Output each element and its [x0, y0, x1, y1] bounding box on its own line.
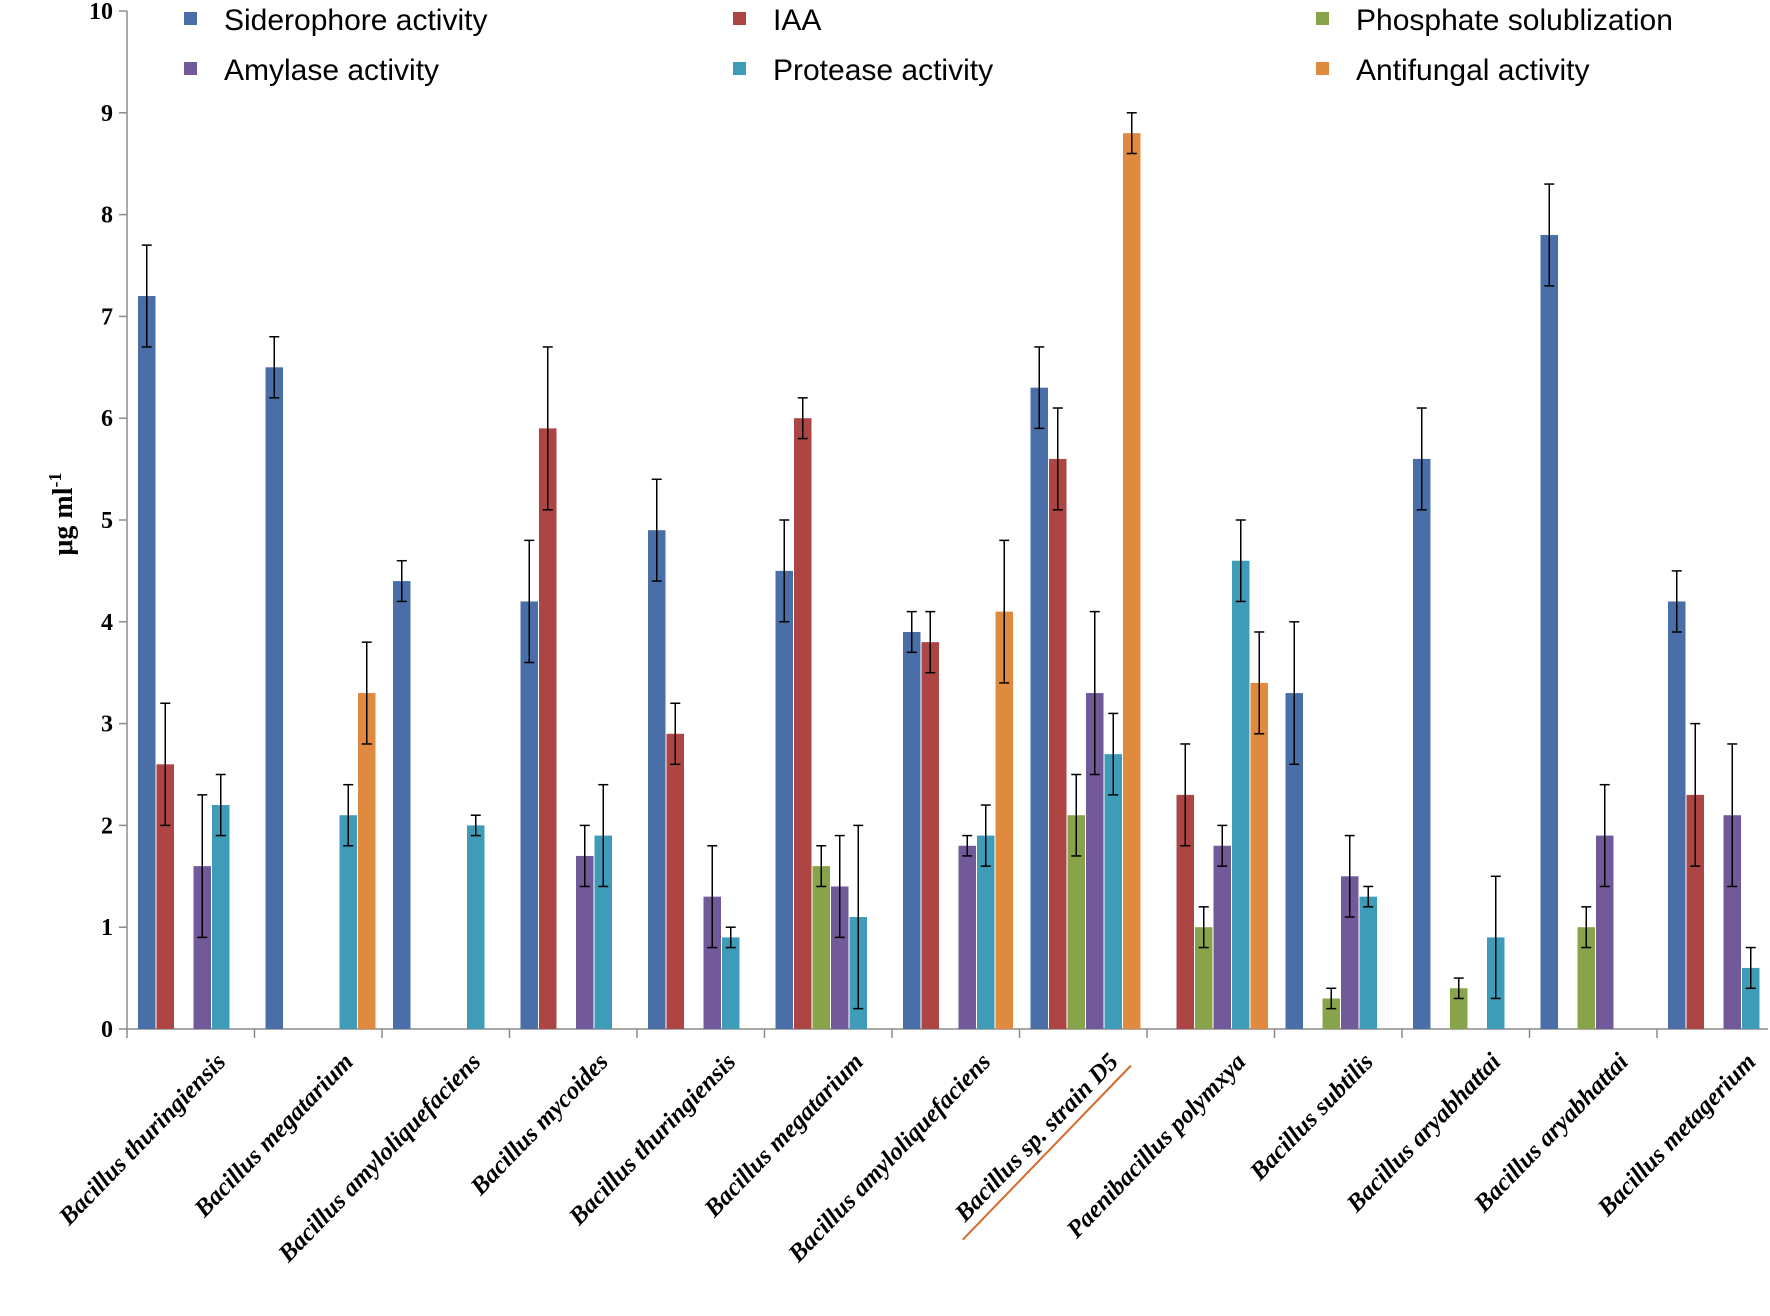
error-bars-group: [141, 112, 1756, 1010]
bar: [265, 367, 283, 1029]
category-label-text: Bacillus amyloliquefaciens: [783, 1048, 997, 1268]
legend-item: Protease activity: [733, 54, 993, 87]
bar: [520, 601, 538, 1029]
legend-swatch: [184, 12, 197, 25]
legend-item: Antifungal activity: [1316, 54, 1589, 87]
y-tick-label: 7: [101, 304, 113, 330]
bar: [1195, 927, 1213, 1029]
bar: [1686, 794, 1704, 1029]
bar: [1322, 998, 1340, 1029]
bar: [1359, 896, 1377, 1029]
bar: [648, 530, 666, 1029]
bar: [1668, 601, 1686, 1029]
y-axis-title: μg ml-1: [45, 473, 79, 556]
y-axis-title-exponent: -1: [45, 473, 65, 488]
bar: [1250, 682, 1268, 1029]
bar: [1086, 693, 1104, 1029]
category-label: Bacillus mycoides: [465, 1048, 614, 1201]
bar: [193, 866, 211, 1029]
legend-label: Antifungal activity: [1356, 54, 1589, 87]
bar: [393, 581, 411, 1029]
bar: [1577, 927, 1595, 1029]
bar: [1030, 387, 1048, 1029]
bar: [831, 886, 849, 1029]
bar: [1540, 234, 1558, 1029]
legend-label: Siderophore activity: [224, 4, 487, 37]
bar: [212, 805, 230, 1029]
legend-label: Protease activity: [773, 54, 993, 87]
y-tick-label: 3: [101, 712, 113, 738]
y-tick-label: 2: [101, 813, 113, 839]
bar: [1213, 845, 1231, 1029]
bar: [358, 693, 376, 1029]
bar: [703, 896, 721, 1029]
y-tick-label: 5: [101, 508, 113, 534]
bar: [138, 296, 156, 1029]
category-highlight-underline: [962, 1064, 1132, 1241]
legend-item: Phosphate solublization: [1316, 4, 1673, 37]
bar: [1067, 815, 1085, 1029]
y-tick-label: 8: [101, 203, 113, 229]
legend-label: Phosphate solublization: [1356, 4, 1673, 37]
y-tick-label: 10: [89, 0, 113, 25]
bar: [1123, 133, 1141, 1029]
y-tick-label: 4: [101, 610, 113, 636]
y-axis: 0 1 2 3 4 5 6 7 8 9 10: [89, 0, 128, 1043]
bar: [722, 937, 740, 1029]
bar: [921, 642, 939, 1029]
legend-label: Amylase activity: [224, 54, 439, 87]
y-tick-label: 9: [101, 101, 113, 127]
bar: [995, 611, 1013, 1029]
bar: [156, 764, 174, 1029]
bar: [775, 570, 793, 1029]
legend-swatch: [1316, 12, 1329, 25]
bar: [794, 418, 812, 1029]
bar: [1413, 458, 1431, 1029]
bar: [594, 835, 612, 1029]
legend-swatch: [733, 62, 746, 75]
y-axis-title-unit: μg ml: [48, 487, 79, 555]
bar: [1176, 794, 1194, 1029]
category-label: Bacillus subtilis: [1244, 1048, 1378, 1186]
bar: [1285, 693, 1303, 1029]
bar: [958, 845, 976, 1029]
category-label-text: Bacillus amyloliquefaciens: [273, 1048, 487, 1268]
legend-swatch: [1316, 62, 1329, 75]
legend: Siderophore activity IAA Phosphate solubli…: [184, 4, 1673, 87]
bar: [1723, 815, 1741, 1029]
legend-label: IAA: [773, 4, 821, 37]
bar: [1596, 835, 1614, 1029]
bar: [1232, 560, 1250, 1029]
x-axis: [126, 1028, 1768, 1038]
bar: [977, 835, 995, 1029]
bar: [903, 631, 921, 1029]
bar: [1049, 458, 1067, 1029]
bar: [1341, 876, 1359, 1029]
bar: [812, 866, 830, 1029]
legend-item: Amylase activity: [184, 54, 439, 87]
legend-swatch: [733, 12, 746, 25]
category-label: Bacillus amyloliquefaciens: [273, 1048, 487, 1268]
legend-item: Siderophore activity: [184, 4, 487, 37]
bar-series-group: [138, 133, 1760, 1029]
y-tick-label: 6: [101, 406, 113, 432]
category-label: Bacillus amyloliquefaciens: [783, 1048, 997, 1268]
y-tick-label: 0: [101, 1017, 113, 1043]
y-tick-label: 1: [101, 915, 113, 941]
bar: [1104, 754, 1122, 1029]
category-label-text: Bacillus mycoides: [465, 1048, 614, 1201]
bar: [539, 428, 557, 1029]
bar: [576, 855, 594, 1029]
bar: [467, 825, 485, 1029]
bar: [1742, 967, 1760, 1029]
bar: [666, 733, 684, 1029]
bar: [339, 815, 357, 1029]
legend-swatch: [184, 62, 197, 75]
legend-item: IAA: [733, 4, 821, 37]
category-label-text: Bacillus subtilis: [1244, 1048, 1378, 1186]
